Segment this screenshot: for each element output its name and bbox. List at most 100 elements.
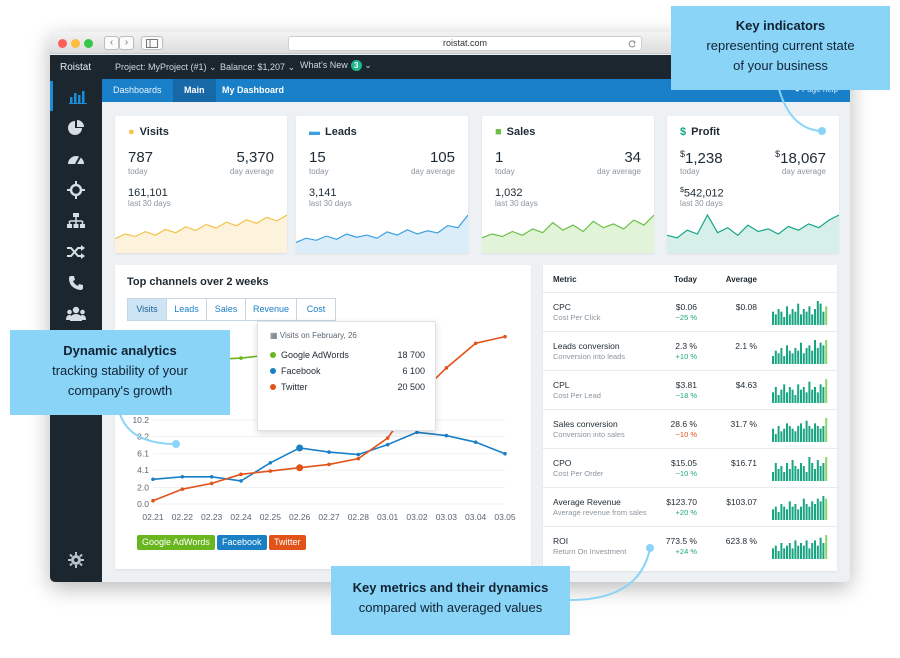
- kpi-card-leads[interactable]: ▬ Leads 15 today 105 day average 3,141 last 30 …: [296, 116, 468, 253]
- data-point[interactable]: [180, 487, 185, 491]
- close-window-button[interactable]: [58, 39, 67, 48]
- data-point[interactable]: [327, 462, 331, 467]
- data-point[interactable]: [209, 481, 214, 486]
- data-point[interactable]: [503, 334, 507, 339]
- sidebar-item-calltracking[interactable]: [50, 268, 102, 298]
- data-point[interactable]: [415, 430, 419, 435]
- tab-my-dashboard[interactable]: My Dashboard: [222, 85, 285, 95]
- metric-bar-sparkline: [772, 418, 828, 442]
- metric-description: Cost Per Lead: [553, 391, 601, 400]
- sidebar-toggle-button[interactable]: [141, 36, 163, 50]
- back-button[interactable]: ‹: [104, 36, 119, 50]
- metric-average-value: 623.8 %: [725, 536, 757, 546]
- metric-today-value: $0.06: [675, 302, 697, 312]
- metric-row[interactable]: Leads conversion Conversion into leads 2.3…: [543, 331, 837, 370]
- data-point[interactable]: [444, 433, 449, 438]
- month-number: 161,101: [128, 187, 168, 199]
- data-point[interactable]: [296, 464, 304, 472]
- metric-description: Return On Investment: [553, 547, 627, 556]
- data-point[interactable]: [356, 456, 361, 461]
- key-metrics-table: Metric Today Average CPC Cost Per Click $0…: [543, 265, 837, 571]
- sidebar-item-users[interactable]: [50, 299, 102, 329]
- day-average-label: day average: [229, 167, 274, 176]
- data-point[interactable]: [239, 479, 243, 483]
- metric-bar: [802, 545, 805, 559]
- data-point[interactable]: [327, 450, 331, 454]
- y-tick-label: 2.0: [137, 483, 149, 493]
- balance-menu[interactable]: Balance: $1,207 ⌄: [220, 62, 295, 73]
- chevron-left-icon: ‹: [109, 37, 114, 48]
- metric-bar: [802, 309, 805, 325]
- maximize-window-button[interactable]: [84, 39, 93, 48]
- data-point[interactable]: [239, 472, 243, 477]
- card-title-label: Visits: [139, 126, 169, 138]
- data-point[interactable]: [151, 477, 155, 482]
- data-point[interactable]: [444, 366, 449, 370]
- day-average-number: 18,067: [780, 150, 826, 167]
- tab-dashboards[interactable]: Dashboards: [113, 85, 162, 95]
- data-point[interactable]: [385, 442, 390, 447]
- month-label: last 30 days: [495, 199, 538, 208]
- metric-row[interactable]: CPL Cost Per Lead $3.81 −18 % $4.63: [543, 370, 837, 409]
- minimize-window-button[interactable]: [71, 39, 80, 48]
- app-logo[interactable]: Roistat: [60, 62, 92, 73]
- sidebar-item-settings[interactable]: [50, 545, 102, 575]
- chevron-right-icon: ›: [124, 37, 129, 48]
- metric-row[interactable]: Sales conversion Conversion into sales 28.…: [543, 409, 837, 448]
- tab-sales[interactable]: Sales: [206, 298, 246, 321]
- data-point[interactable]: [503, 451, 507, 456]
- metric-bar: [780, 348, 783, 364]
- metric-bar: [783, 548, 786, 559]
- metric-bar: [783, 356, 786, 364]
- sidebar-item-statistics[interactable]: [50, 81, 102, 111]
- metric-today-value: $3.81: [675, 380, 697, 390]
- sidebar-item-integrations[interactable]: [50, 237, 102, 267]
- reload-icon[interactable]: [628, 40, 636, 48]
- data-point[interactable]: [296, 444, 304, 452]
- metric-bar: [825, 535, 828, 559]
- x-tick-label: 03.05: [494, 512, 516, 522]
- data-point[interactable]: [385, 436, 390, 440]
- kpi-sparkline: [667, 213, 839, 253]
- data-point[interactable]: [473, 341, 478, 346]
- series-line-facebook[interactable]: [152, 431, 506, 482]
- metric-bar: [774, 350, 777, 364]
- metric-bar: [819, 342, 822, 364]
- tab-main[interactable]: Main: [173, 79, 216, 102]
- project-selector[interactable]: Project: MyProject (#1) ⌄: [115, 62, 217, 73]
- metric-bar: [825, 457, 828, 481]
- kpi-card-sales[interactable]: ■ Sales 1 today 34 day average 1,032 last 30 da…: [482, 116, 654, 253]
- data-point[interactable]: [209, 474, 214, 479]
- data-point[interactable]: [473, 440, 478, 444]
- tab-cost[interactable]: Cost: [296, 298, 336, 321]
- sidebar-item-targeting[interactable]: [50, 175, 102, 205]
- legend-google-adwords[interactable]: Google AdWords: [137, 535, 215, 550]
- legend-facebook[interactable]: Facebook: [217, 535, 267, 550]
- legend-twitter[interactable]: Twitter: [269, 535, 306, 550]
- metric-row[interactable]: ROI Return On Investment 773.5 % +24 % 623.8…: [543, 526, 837, 565]
- currency-sign: $: [680, 187, 684, 194]
- metric-row[interactable]: Average Revenue Average revenue from sale…: [543, 487, 837, 526]
- callout-text: of your business: [733, 58, 828, 73]
- data-point[interactable]: [180, 474, 185, 479]
- forward-button[interactable]: ›: [119, 36, 134, 50]
- sidebar-item-dashboard[interactable]: [50, 144, 102, 174]
- whats-new-menu[interactable]: What's New 3 ⌄: [300, 60, 372, 71]
- sidebar-item-reports[interactable]: [50, 113, 102, 143]
- y-tick-label: 6.1: [137, 449, 149, 459]
- sidebar-item-structure[interactable]: [50, 206, 102, 236]
- data-point[interactable]: [268, 469, 273, 473]
- metric-row[interactable]: CPO Cost Per Order $15.05 −10 % $16.71: [543, 448, 837, 487]
- metric-bar: [791, 548, 794, 559]
- data-point[interactable]: [268, 460, 273, 465]
- data-point[interactable]: [151, 498, 155, 503]
- kpi-card-profit[interactable]: $ Profit $1,238 today $18,067 day average $542…: [667, 116, 839, 253]
- address-bar[interactable]: roistat.com: [288, 36, 642, 51]
- kpi-card-visits[interactable]: ● Visits 787 today 5,370 day average 161,101 la…: [115, 116, 287, 253]
- callout-text: compared with averaged values: [358, 600, 543, 615]
- data-point[interactable]: [356, 452, 361, 457]
- metric-bar-sparkline: [772, 301, 828, 325]
- data-point[interactable]: [239, 356, 243, 360]
- metric-bar: [811, 350, 814, 364]
- metric-row[interactable]: CPC Cost Per Click $0.06 −25 % $0.08: [543, 292, 837, 331]
